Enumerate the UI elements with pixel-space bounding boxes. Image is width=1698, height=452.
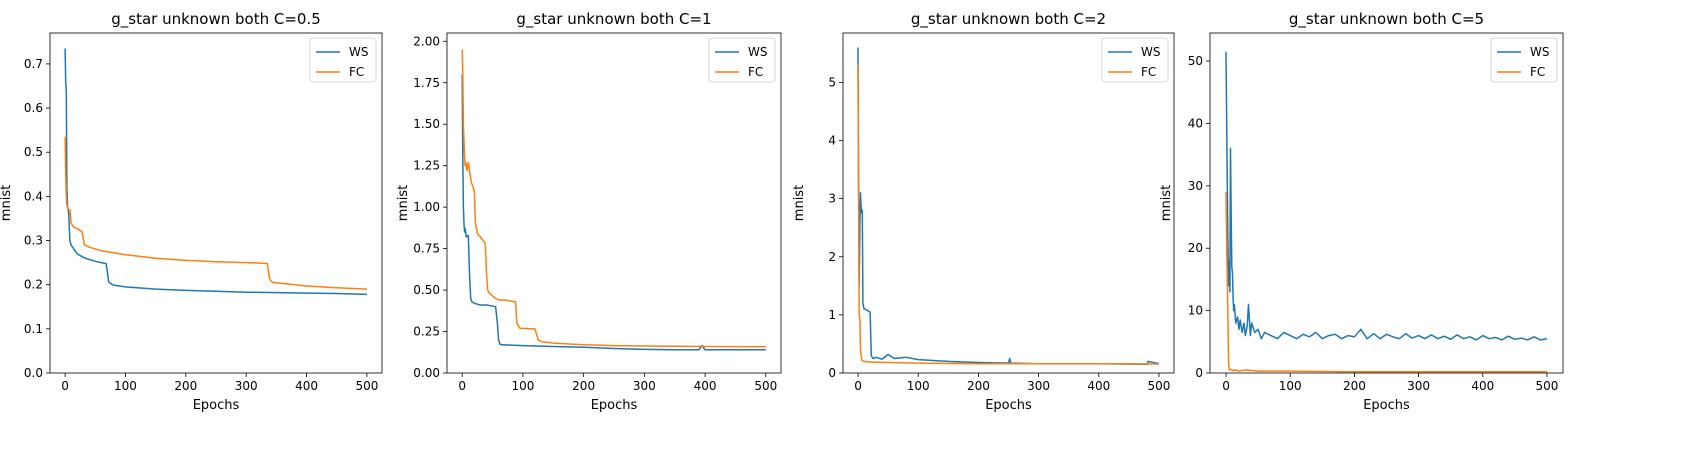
series-line-ws [1225,51,1548,341]
y-tick-label: 30 [1188,179,1203,193]
legend: WS FC [309,37,377,83]
y-tick-label: 10 [1188,304,1203,318]
x-tick-label: 0 [1222,379,1230,393]
x-tick-label: 0 [854,379,862,393]
y-axis-label: mnist [792,185,807,221]
x-tick-label: 500 [754,379,777,393]
x-tick-label: 200 [967,379,990,393]
chart-title: g_star unknown both C=0.5 [111,10,321,29]
y-tick-label: 1.00 [413,200,440,214]
x-tick-label: 500 [1148,379,1171,393]
x-tick-label: 400 [295,379,318,393]
chart-title: g_star unknown both C=5 [1289,10,1484,29]
x-tick-label: 200 [572,379,595,393]
x-tick-label: 400 [694,379,717,393]
y-tick-label: 0.50 [413,283,440,297]
chart-panel-4: g_star unknown both C=5 0 100 200 300 400 500 0… [1159,10,1564,413]
x-tick-label: 300 [633,379,656,393]
plot-frame [842,32,1175,374]
series-line-ws [461,74,766,351]
plot-frame [446,32,782,374]
y-tick-label: 0.1 [24,322,43,336]
x-tick-label: 300 [235,379,258,393]
y-tick-label: 1.25 [413,159,440,173]
x-tick-label: 500 [355,379,378,393]
x-axis-label: Epochs [1363,398,1410,413]
y-tick-label: 0.5 [24,145,43,159]
y-tick-label: 0.0 [24,366,43,380]
series-line-fc [1225,192,1547,373]
y-axis-label: mnist [0,185,14,221]
x-tick-label: 300 [1027,379,1050,393]
x-axis-label: Epochs [591,398,638,413]
y-tick-label: 0.00 [413,366,440,380]
y-axis-label: mnist [1159,185,1174,221]
y-tick-label: 0.4 [24,189,43,203]
chart-title: g_star unknown both C=2 [911,10,1106,29]
chart-title: g_star unknown both C=1 [516,10,711,29]
plot-frame [49,32,383,374]
series-line-ws [857,47,1160,366]
x-tick-label: 100 [907,379,930,393]
legend-label-ws: WS [1530,45,1549,59]
legend-box [309,37,377,83]
x-tick-label: 200 [174,379,197,393]
legend-label-ws: WS [748,45,767,59]
chart-panel-2: g_star unknown both C=1 0 100 200 300 400 500 0… [396,10,782,413]
plot-frame [1209,32,1564,374]
y-tick-label: 0 [1195,366,1203,380]
legend: WS FC [1490,37,1558,83]
y-tick-label: 20 [1188,241,1203,255]
legend-label-fc: FC [748,65,763,79]
y-tick-label: 2 [828,250,836,264]
legend: WS FC [1101,37,1169,83]
y-tick-label: 4 [828,134,836,148]
series-line-fc [461,49,766,348]
legend-label-fc: FC [349,65,364,79]
series-line-fc [64,136,367,290]
x-axis-label: Epochs [985,398,1032,413]
x-axis-label: Epochs [193,398,240,413]
series-line-fc [857,64,1160,365]
chart-panel-3: g_star unknown both C=2 0 100 200 300 400 500 0… [792,10,1175,413]
legend-label-fc: FC [1141,65,1156,79]
y-tick-label: 0.3 [24,234,43,248]
y-tick-label: 3 [828,192,836,206]
y-tick-label: 0.75 [413,242,440,256]
x-tick-label: 300 [1407,379,1430,393]
legend-box [708,37,776,83]
y-tick-label: 1.75 [413,76,440,90]
x-tick-label: 500 [1536,379,1559,393]
legend-label-fc: FC [1530,65,1545,79]
legend-box [1101,37,1169,83]
x-tick-label: 100 [511,379,534,393]
legend-label-ws: WS [349,45,368,59]
y-tick-label: 1 [828,308,836,322]
y-axis-label: mnist [396,185,411,221]
y-tick-label: 0.7 [24,57,43,71]
y-tick-label: 50 [1188,54,1203,68]
x-tick-label: 200 [1343,379,1366,393]
x-tick-label: 400 [1471,379,1494,393]
y-tick-label: 0 [828,366,836,380]
chart-panel-1: g_star unknown both C=0.5 0 100 200 300 400 50… [0,10,383,413]
legend-box [1490,37,1558,83]
y-tick-label: 40 [1188,116,1203,130]
x-tick-label: 0 [458,379,466,393]
x-tick-label: 100 [114,379,137,393]
series-line-ws [64,48,367,296]
x-tick-label: 400 [1087,379,1110,393]
y-tick-label: 0.25 [413,325,440,339]
y-tick-label: 2.00 [413,34,440,48]
legend-label-ws: WS [1141,45,1160,59]
legend: WS FC [708,37,776,83]
x-tick-label: 0 [61,379,69,393]
y-tick-label: 0.6 [24,101,43,115]
y-tick-label: 0.2 [24,278,43,292]
y-tick-label: 5 [828,75,836,89]
x-tick-label: 100 [1279,379,1302,393]
y-tick-label: 1.50 [413,117,440,131]
